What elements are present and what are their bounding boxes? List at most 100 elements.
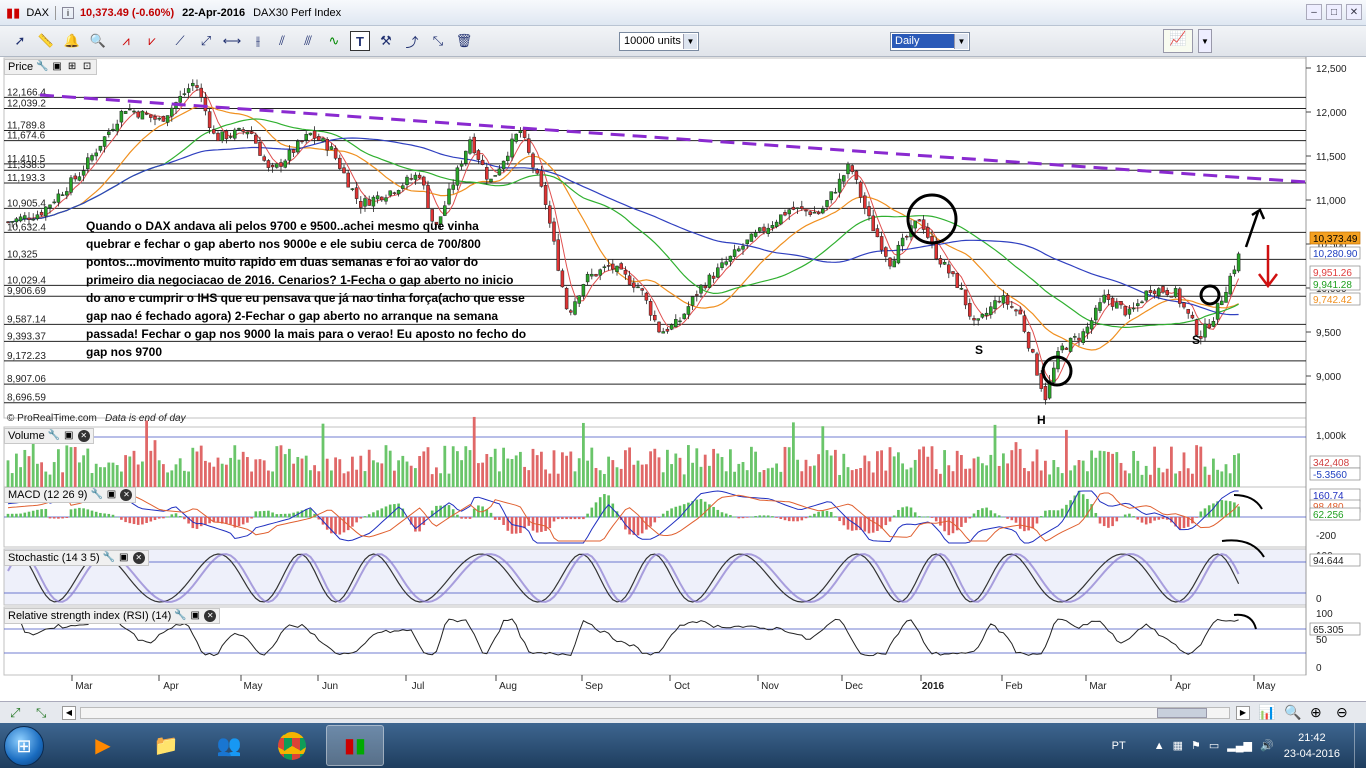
signal-icon[interactable]: ▂▄▆ [1227, 740, 1253, 752]
ray-icon[interactable]: ⤢ [200, 33, 212, 48]
candle [825, 200, 829, 207]
period-select[interactable]: Daily ▼ [890, 32, 970, 51]
macd-bar [510, 517, 514, 534]
language-indicator[interactable]: PT [1111, 739, 1126, 752]
macd-bar [334, 517, 337, 534]
window-icon[interactable]: ▣ [63, 430, 74, 441]
chevron-down-icon[interactable]: ▼ [1198, 29, 1212, 53]
flag-icon[interactable]: ⚑ [1191, 740, 1201, 752]
text-tool-icon[interactable]: T [350, 31, 370, 51]
indicators-icon[interactable]: 📈 [1163, 29, 1193, 53]
volume-bar [1199, 446, 1203, 487]
volume-icon[interactable]: 🔊 [1260, 740, 1274, 752]
candle [338, 157, 342, 169]
candle [770, 225, 775, 229]
window-icon[interactable]: ▣ [190, 610, 200, 621]
close-icon[interactable]: ✕ [132, 552, 145, 564]
volume-bar [1090, 450, 1093, 487]
candle [560, 270, 565, 288]
volume-bar [195, 451, 199, 487]
pointer-icon[interactable]: ➚ [14, 33, 26, 48]
minimize-button[interactable]: ‒ [1306, 4, 1322, 20]
candle [1052, 367, 1056, 383]
scroll-right-button[interactable]: ▶ [1236, 706, 1250, 720]
parallel-lines-icon[interactable]: ⫽ [279, 33, 285, 48]
settings-icon[interactable]: ⊡ [82, 61, 92, 72]
autoscale-icon[interactable]: 📊 [1258, 704, 1276, 720]
macd-bar [1006, 517, 1009, 519]
maximize-button[interactable]: □ [1326, 4, 1342, 20]
macd-bar [825, 510, 829, 518]
candle [577, 295, 581, 304]
wave-icon[interactable]: ∿ [328, 33, 340, 48]
alarm-icon[interactable]: 🔔 [63, 33, 81, 48]
channel-icon[interactable]: ⩗ [148, 33, 156, 48]
macd-bar [99, 512, 102, 518]
pitchfork-icon[interactable]: ⫻ [304, 33, 312, 48]
window-icon[interactable]: ▣ [52, 61, 62, 72]
arrow-diag-icon[interactable]: ⤡ [432, 33, 444, 48]
media-player-icon[interactable]: ▶ [95, 735, 111, 757]
zoom-out-icon[interactable]: ⊖ [1336, 704, 1348, 720]
candle [132, 110, 136, 113]
people-icon[interactable]: 👥 [216, 735, 242, 757]
info-icon[interactable]: i [61, 6, 74, 19]
macd-bar [506, 517, 510, 531]
tray-expand-icon[interactable]: ▲ [1153, 739, 1165, 752]
zoom-reset-icon[interactable]: ⤡ [36, 705, 47, 720]
scrollbar-thumb[interactable] [1157, 708, 1207, 718]
candle [144, 113, 149, 115]
zoom-fit-icon[interactable]: ⤢ [10, 705, 21, 720]
macd-bar [846, 517, 850, 530]
time-scrollbar[interactable] [80, 707, 1230, 719]
volume-bar [157, 460, 161, 487]
wrench-icon[interactable]: 🔧 [174, 610, 187, 621]
horizontal-line-icon[interactable]: ⟷ [222, 33, 242, 48]
network-icon[interactable]: ▦ [1172, 740, 1184, 752]
vertical-line-icon[interactable]: ⫲ [255, 33, 261, 48]
window-icon[interactable]: ▣ [118, 552, 129, 563]
close-icon[interactable]: ✕ [120, 489, 133, 501]
clock[interactable]: 21:42 23-04-2016 [1283, 731, 1340, 760]
macd-bar [330, 517, 333, 534]
volume-bar [792, 422, 795, 487]
arrow-up-icon[interactable]: ⤴ [405, 34, 419, 50]
wrench-icon[interactable]: 🔧 [36, 61, 49, 72]
volume-bar [653, 448, 657, 487]
folder-icon[interactable]: 📁 [153, 735, 179, 757]
volume-bar [363, 471, 367, 487]
start-button[interactable]: ⊞ [4, 726, 44, 766]
macd-bar [199, 517, 203, 527]
scroll-left-button[interactable]: ◀ [62, 706, 76, 720]
zoom-in-icon[interactable]: ⊕ [1310, 704, 1322, 720]
prorealtime-icon[interactable]: ▮ ▮ [326, 725, 384, 766]
trash-icon[interactable]: 🗑 [455, 33, 473, 48]
window-icon[interactable]: ▣ [106, 489, 117, 500]
volume-bar [460, 460, 463, 487]
wrench-icon[interactable]: 🔧 [90, 489, 103, 500]
wrench-icon[interactable]: 🔧 [47, 430, 61, 441]
volume-bar [1224, 464, 1228, 487]
close-button[interactable]: ✕ [1346, 4, 1362, 20]
close-icon[interactable]: ✕ [204, 610, 217, 622]
units-select[interactable]: 10000 units ▼ [619, 32, 699, 51]
hammer-icon[interactable]: ⚒ [380, 33, 392, 48]
macd-bar [283, 513, 287, 518]
volume-bar [712, 448, 715, 487]
add-icon[interactable]: ⊞ [67, 61, 77, 72]
zoom-icon[interactable]: 🔍 [89, 33, 107, 48]
fibonacci-icon[interactable]: ⩘ [122, 33, 130, 48]
monitor-icon[interactable]: ▭ [1208, 740, 1220, 752]
ruler-icon[interactable]: 📏 [37, 33, 55, 48]
volume-bar [489, 456, 493, 487]
zoom-area-icon[interactable]: 🔍 [1284, 704, 1302, 720]
chart-area[interactable]: 12,166.4 12,039.2 11,789.8 11,674.6 11,410.5… [0, 57, 1366, 701]
candle [178, 95, 182, 103]
volume-bar [1237, 453, 1240, 487]
chrome-icon[interactable] [263, 725, 321, 766]
wrench-icon[interactable]: 🔧 [102, 552, 116, 563]
show-desktop-button[interactable] [1354, 723, 1366, 768]
trendline-icon[interactable]: ⟋ [175, 33, 185, 48]
close-icon[interactable]: ✕ [77, 430, 90, 442]
price-chart[interactable]: 12,166.412,039.2 11,789.811,674.6 11,410.5… [0, 57, 1366, 701]
